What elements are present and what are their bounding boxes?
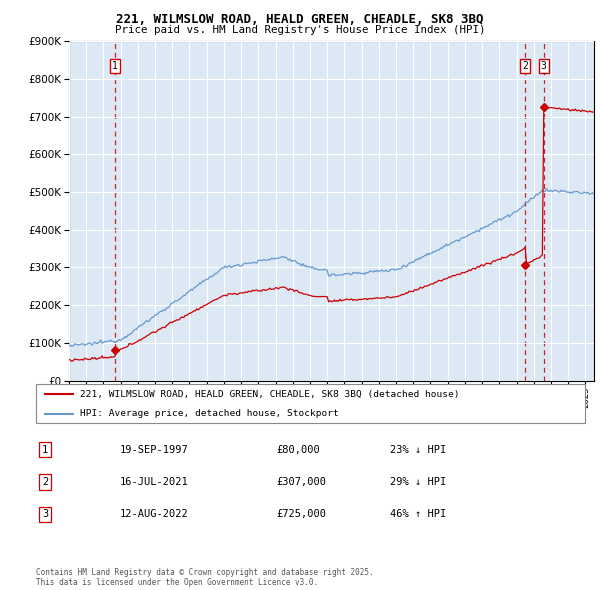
Text: 221, WILMSLOW ROAD, HEALD GREEN, CHEADLE, SK8 3BQ: 221, WILMSLOW ROAD, HEALD GREEN, CHEADLE… <box>116 13 484 26</box>
Text: 2: 2 <box>522 61 528 71</box>
Text: 1: 1 <box>42 445 48 454</box>
Text: 2: 2 <box>42 477 48 487</box>
Text: 23% ↓ HPI: 23% ↓ HPI <box>390 445 446 454</box>
Text: 46% ↑ HPI: 46% ↑ HPI <box>390 510 446 519</box>
Text: £80,000: £80,000 <box>276 445 320 454</box>
Text: 221, WILMSLOW ROAD, HEALD GREEN, CHEADLE, SK8 3BQ (detached house): 221, WILMSLOW ROAD, HEALD GREEN, CHEADLE… <box>80 390 460 399</box>
Text: HPI: Average price, detached house, Stockport: HPI: Average price, detached house, Stoc… <box>80 409 338 418</box>
Text: Contains HM Land Registry data © Crown copyright and database right 2025.
This d: Contains HM Land Registry data © Crown c… <box>36 568 374 587</box>
Text: 3: 3 <box>42 510 48 519</box>
Text: 16-JUL-2021: 16-JUL-2021 <box>120 477 189 487</box>
Text: £307,000: £307,000 <box>276 477 326 487</box>
Text: 29% ↓ HPI: 29% ↓ HPI <box>390 477 446 487</box>
Text: 19-SEP-1997: 19-SEP-1997 <box>120 445 189 454</box>
FancyBboxPatch shape <box>36 384 585 423</box>
Text: 12-AUG-2022: 12-AUG-2022 <box>120 510 189 519</box>
Text: 1: 1 <box>112 61 118 71</box>
Text: Price paid vs. HM Land Registry's House Price Index (HPI): Price paid vs. HM Land Registry's House … <box>115 25 485 35</box>
Text: 3: 3 <box>541 61 547 71</box>
Text: £725,000: £725,000 <box>276 510 326 519</box>
